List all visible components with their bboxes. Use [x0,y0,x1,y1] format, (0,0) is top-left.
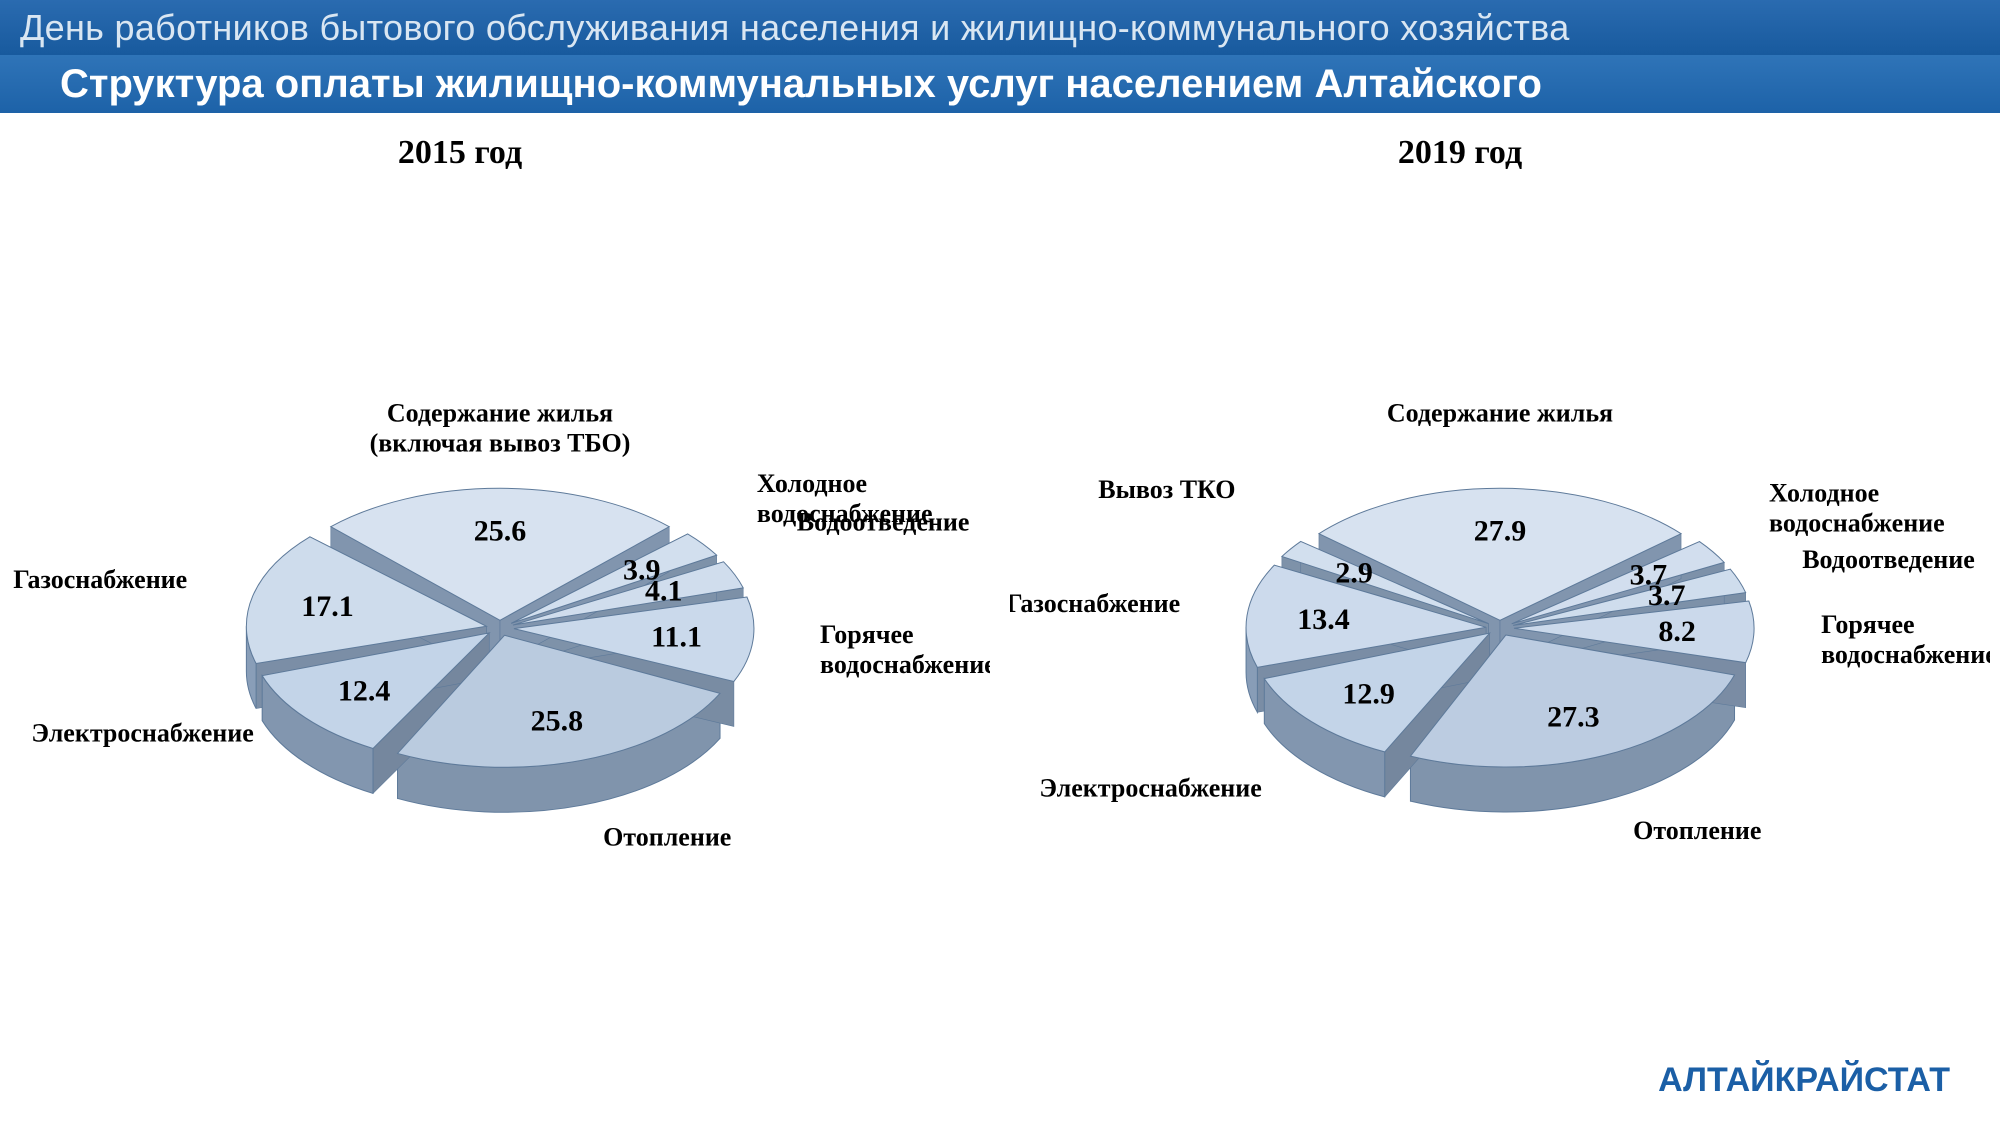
charts-row: 25.63.94.111.125.812.417.1Содержание жил… [0,128,2000,1053]
slice-label: Горячееводоснабжение [1821,610,1990,669]
top-banner: День работников бытового обслуживания на… [0,0,2000,55]
slice-value: 27.3 [1547,701,1600,734]
pie-chart-2015: 25.63.94.111.125.812.417.1Содержание жил… [10,128,990,1048]
slice-value: 27.9 [1474,515,1527,548]
slice-label: Газоснабжение [1010,589,1180,618]
subtitle-banner: Структура оплаты жилищно-коммунальных ус… [0,55,2000,113]
slice-value: 8.2 [1658,615,1696,648]
slice-value: 3.7 [1648,579,1686,612]
pie-chart-2019: 27.93.73.78.227.312.913.42.9Содержание ж… [1010,128,1990,1048]
chart-title: 2015 год [398,134,522,171]
slice-label: Холодноеводоснабжение [1769,478,1945,537]
slice-value: 17.1 [301,590,354,623]
slice-label: Вывоз ТКО [1098,475,1235,504]
slice-value: 12.4 [338,675,391,708]
slice-value: 4.1 [645,575,683,608]
slice-value: 25.6 [474,515,527,548]
slice-value: 11.1 [651,620,702,653]
slice-label: Водоотведение [797,507,970,536]
slice-label: Содержание жилья [1387,398,1613,427]
slice-label: Отопление [1633,816,1761,845]
slice-label: Газоснабжение [13,565,187,594]
slice-value: 25.8 [531,704,584,737]
chart-title: 2019 год [1398,134,1522,171]
slice-label: Электроснабжение [1039,773,1261,802]
slice-value: 2.9 [1335,557,1373,590]
footer-brand: АЛТАЙКРАЙСТАТ [1658,1061,1950,1100]
slice-value: 13.4 [1297,603,1350,636]
slice-value: 12.9 [1342,677,1395,710]
slice-label: Водоотведение [1802,545,1975,574]
chart-2019-wrap: 27.93.73.78.227.312.913.42.9Содержание ж… [1010,128,1990,1053]
slice-label: Электроснабжение [31,718,253,747]
slice-label: Отопление [603,822,731,851]
chart-2015-wrap: 25.63.94.111.125.812.417.1Содержание жил… [10,128,990,1053]
slice-label: Горячееводоснабжение [820,620,990,679]
slice-label: Содержание жилья(включая вывоз ТБО) [370,398,631,457]
